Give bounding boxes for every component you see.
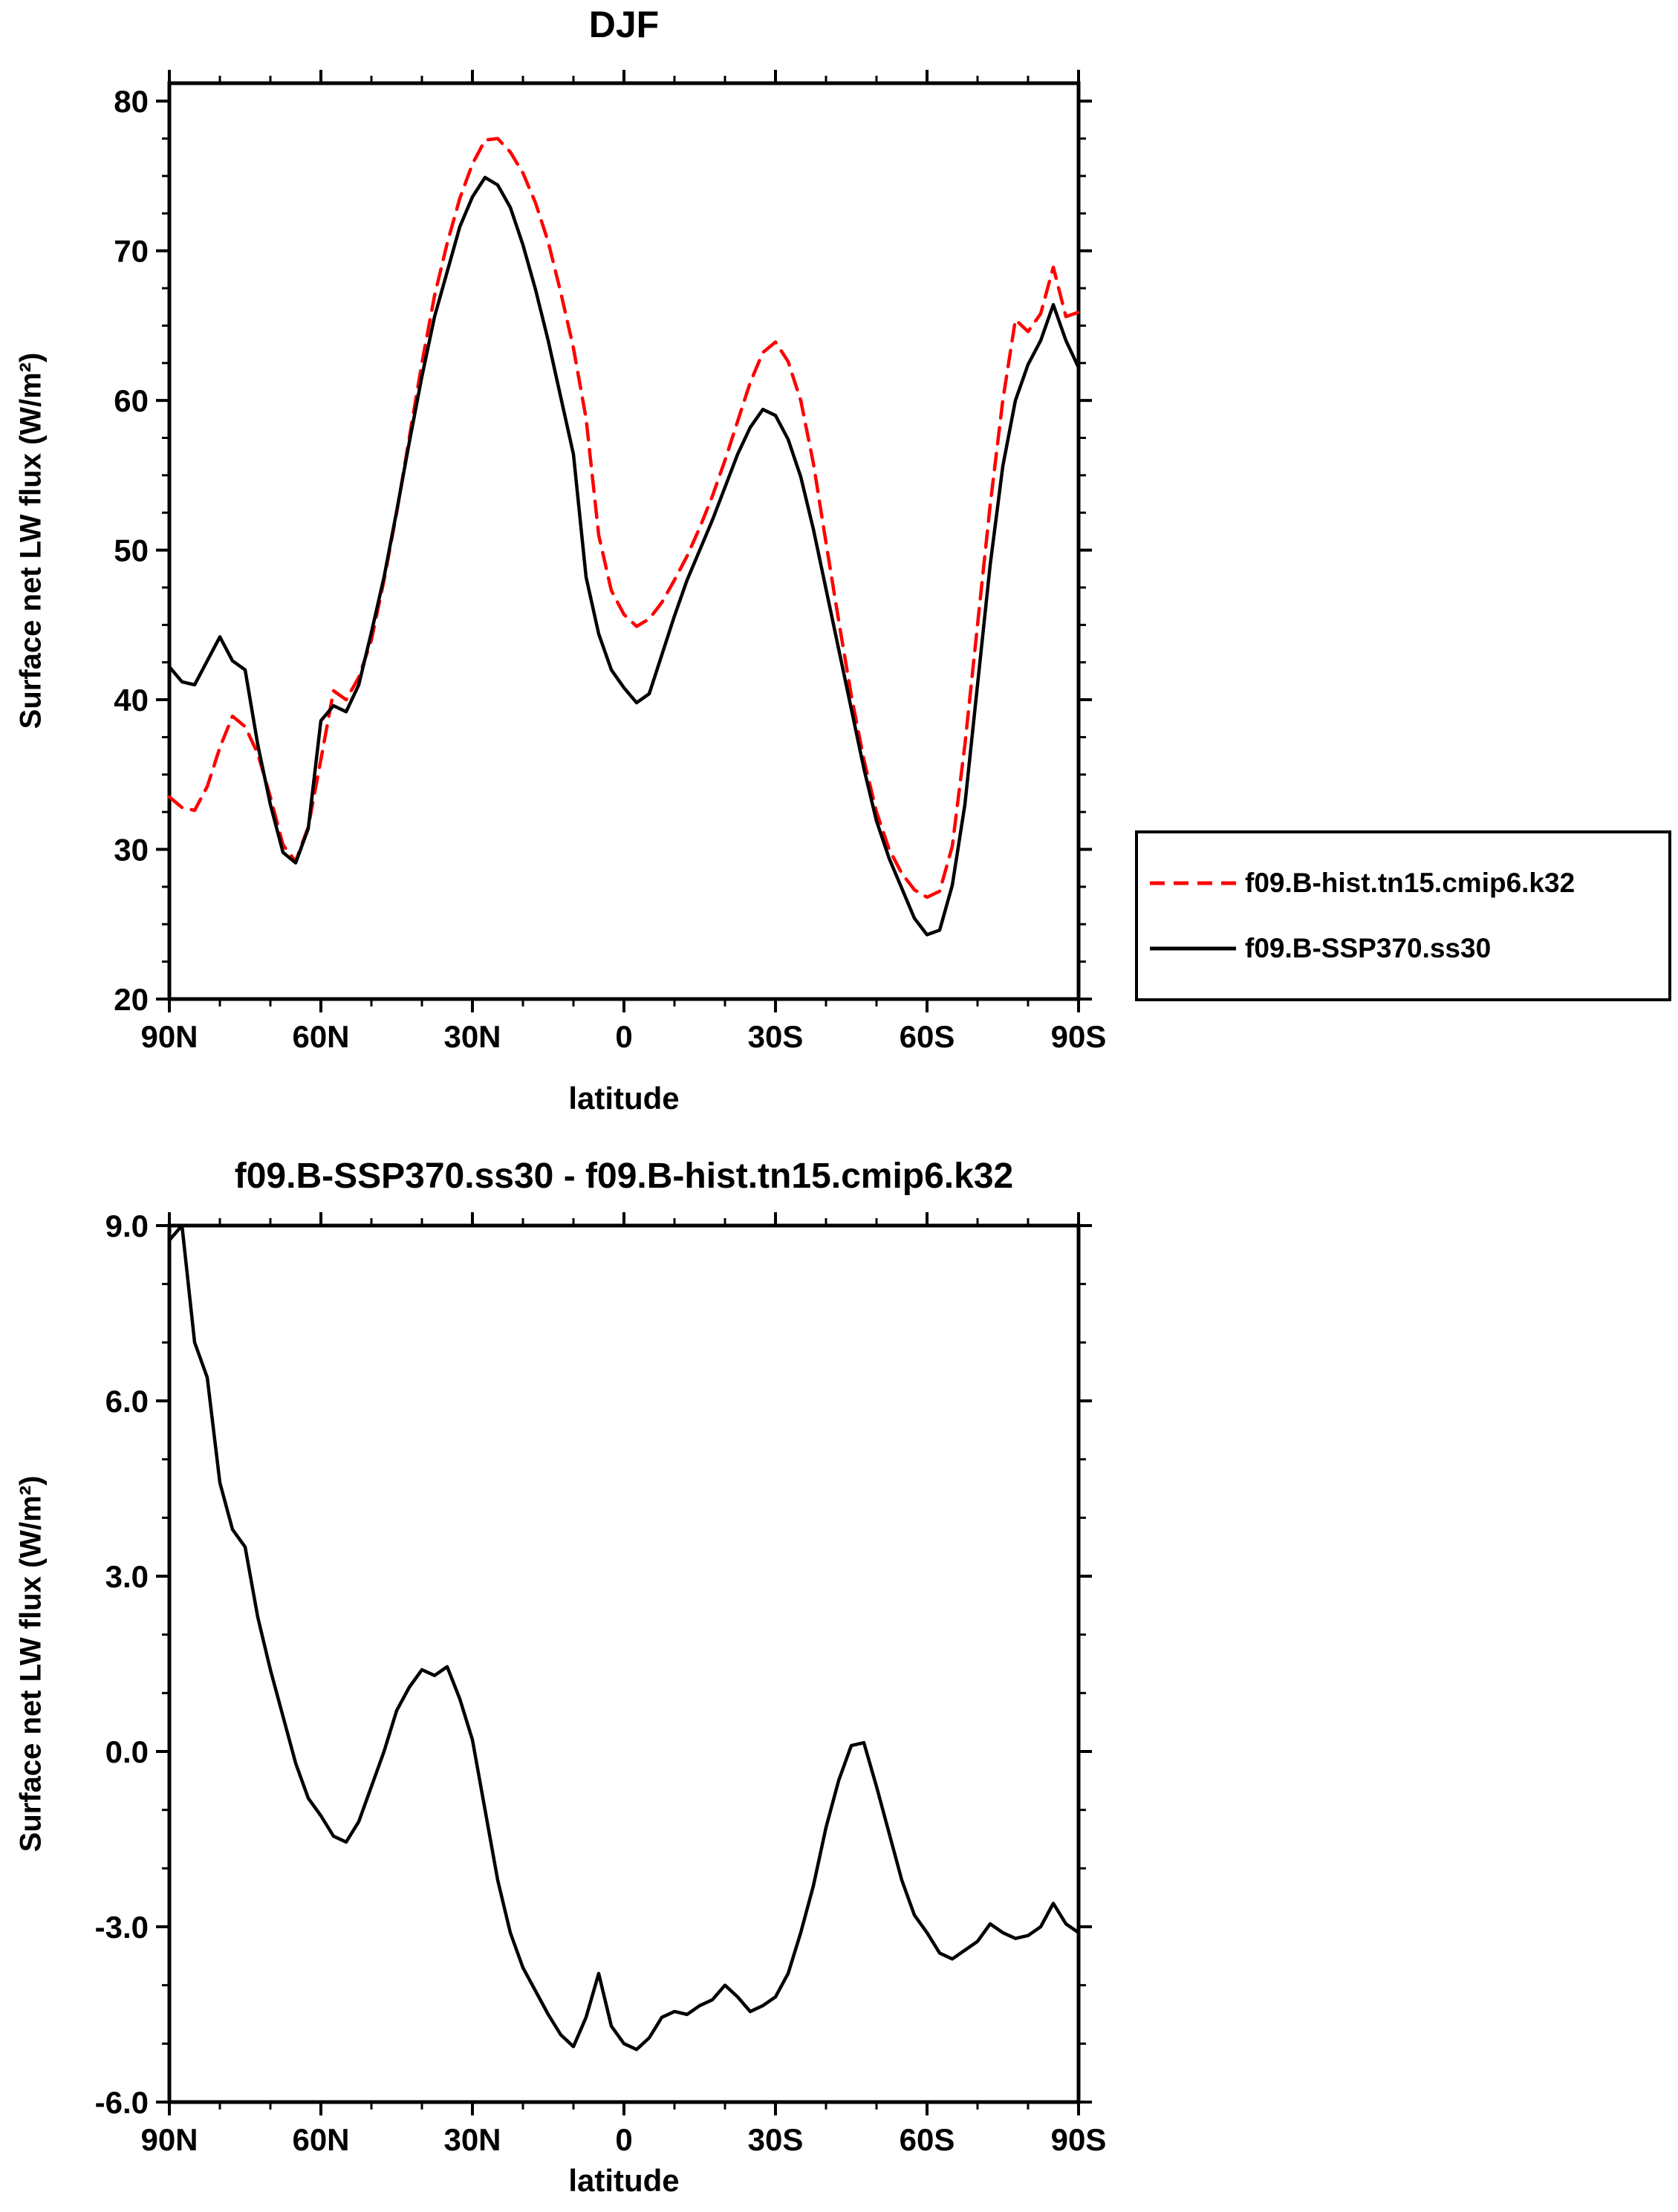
svg-text:60S: 60S bbox=[900, 2122, 955, 2157]
svg-text:40: 40 bbox=[114, 683, 149, 718]
bottom-chart-canvas: 90N 60N 30N 0 30S 60S 90S -6.0 -3.0 0.0 3.0 6.0 9.0 bbox=[95, 1209, 1107, 2157]
svg-text:6.0: 6.0 bbox=[105, 1384, 149, 1419]
legend-label-ssp370: f09.B-SSP370.ss30 bbox=[1245, 933, 1492, 963]
svg-text:30N: 30N bbox=[443, 1019, 501, 1054]
svg-text:60N: 60N bbox=[292, 1019, 349, 1054]
svg-text:30S: 30S bbox=[748, 1019, 804, 1054]
svg-text:0.0: 0.0 bbox=[105, 1734, 149, 1769]
svg-text:30N: 30N bbox=[443, 2122, 501, 2157]
svg-text:9.0: 9.0 bbox=[105, 1209, 149, 1243]
svg-text:70: 70 bbox=[114, 234, 149, 269]
svg-text:30: 30 bbox=[114, 833, 149, 868]
svg-text:-6.0: -6.0 bbox=[95, 2085, 149, 2120]
svg-text:0: 0 bbox=[615, 2122, 632, 2157]
svg-text:90N: 90N bbox=[140, 1019, 198, 1054]
svg-text:3.0: 3.0 bbox=[105, 1559, 149, 1594]
svg-text:20: 20 bbox=[114, 982, 149, 1017]
svg-text:30S: 30S bbox=[748, 2122, 804, 2157]
top-chart-x-axis-label: latitude bbox=[568, 1081, 680, 1116]
top-chart-canvas: 90N 60N 30N 0 30S 60S 90S 20 30 40 50 60 70 80 bbox=[114, 70, 1107, 1054]
svg-text:80: 80 bbox=[114, 84, 149, 119]
black-solid-line-sample bbox=[1150, 946, 1236, 951]
legend-box: f09.B-hist.tn15.cmip6.k32 f09.B-SSP370.s… bbox=[1135, 830, 1671, 1001]
bottom-chart-x-axis-label: latitude bbox=[568, 2163, 680, 2198]
svg-text:90S: 90S bbox=[1051, 2122, 1107, 2157]
svg-text:-3.0: -3.0 bbox=[95, 1910, 149, 1945]
svg-text:60: 60 bbox=[114, 383, 149, 418]
legend-label-hist: f09.B-hist.tn15.cmip6.k32 bbox=[1245, 868, 1575, 898]
legend-entry-hist: f09.B-hist.tn15.cmip6.k32 bbox=[1148, 868, 1668, 899]
svg-text:50: 50 bbox=[114, 533, 149, 568]
svg-text:0: 0 bbox=[615, 1019, 632, 1054]
legend-entry-ssp370: f09.B-SSP370.ss30 bbox=[1148, 933, 1668, 964]
svg-text:90N: 90N bbox=[140, 2122, 198, 2157]
svg-text:60N: 60N bbox=[292, 2122, 349, 2157]
svg-text:90S: 90S bbox=[1051, 1019, 1107, 1054]
svg-text:60S: 60S bbox=[900, 1019, 955, 1054]
top-chart-title: DJF bbox=[588, 4, 660, 45]
bottom-chart-title: f09.B-SSP370.ss30 - f09.B-hist.tn15.cmip… bbox=[234, 1157, 1014, 1196]
red-dashed-line-sample bbox=[1150, 881, 1236, 885]
